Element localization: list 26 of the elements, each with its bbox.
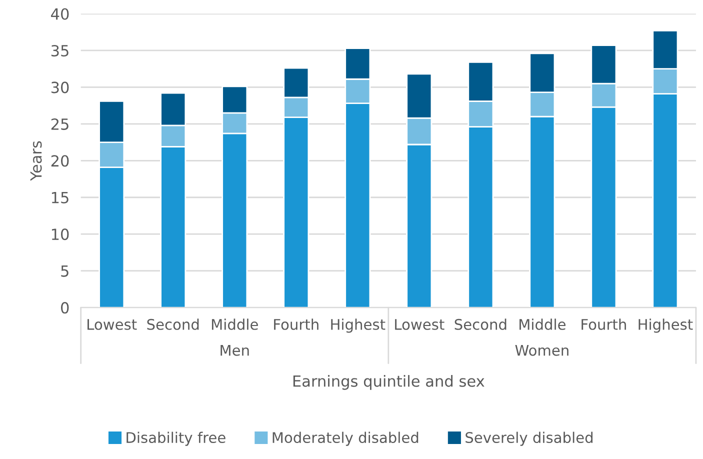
legend-label: Moderately disabled	[272, 432, 418, 446]
y-tick-label: 40	[51, 8, 69, 20]
text: Women	[515, 344, 568, 356]
x-tick-label: Middle	[212, 318, 258, 330]
y-tick-label: 35	[51, 44, 68, 57]
y-tick-label: 5	[61, 265, 68, 277]
x-tick-label: Highest	[638, 318, 693, 333]
text: Men	[220, 344, 249, 356]
x-tick-label: Lowest	[395, 319, 444, 330]
x-axis-title: Earnings quintile and sex	[293, 375, 484, 390]
legend-label: Severely disabled	[466, 432, 592, 446]
legend-label: Disability free	[126, 432, 226, 446]
x-tick-label: Second	[454, 318, 506, 330]
x-tick-label: Lowest	[88, 319, 137, 330]
y-tick-label: 20	[51, 155, 69, 167]
x-tick-label: Fourth	[582, 318, 626, 330]
y-tick-label: 25	[51, 118, 68, 130]
y-axis-title: Years	[30, 141, 42, 181]
x-tick-label: Second	[147, 318, 199, 330]
y-tick-label: 10	[52, 228, 69, 240]
y-tick-label: 30	[51, 82, 69, 94]
y-tick-label: 0	[61, 302, 69, 314]
y-tick-label: 15	[52, 192, 68, 204]
x-tick-label: Fourth	[274, 318, 318, 330]
x-tick-label: Highest	[331, 318, 386, 333]
x-tick-label: Middle	[520, 318, 566, 330]
